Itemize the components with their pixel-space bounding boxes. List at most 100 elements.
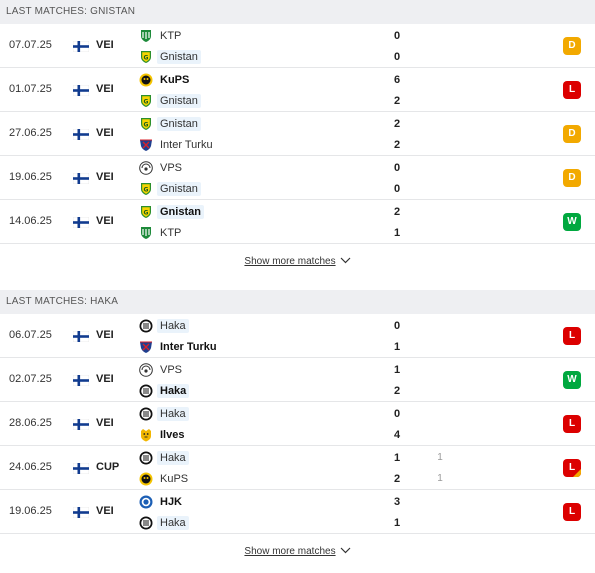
ktp-logo-icon bbox=[139, 226, 153, 240]
away-partial-score: 1 bbox=[437, 473, 443, 484]
kups-logo-icon bbox=[139, 472, 153, 486]
match-row[interactable]: 19.06.25 VEI VPS G Gnistan 0 0 D bbox=[0, 156, 595, 200]
haka-logo-icon bbox=[139, 516, 153, 530]
home-team: KuPS bbox=[139, 71, 189, 89]
gnistan-logo-icon: G bbox=[139, 205, 153, 219]
match-row[interactable]: 07.07.25 VEI KTP G Gnistan 0 0 D bbox=[0, 24, 595, 68]
away-score: 4 bbox=[393, 429, 401, 441]
home-team: Haka bbox=[139, 405, 189, 423]
competition-label[interactable]: VEI bbox=[96, 171, 114, 183]
away-team: Ilves bbox=[139, 426, 184, 444]
competition-label[interactable]: CUP bbox=[96, 461, 120, 473]
team-name: Haka bbox=[157, 516, 189, 530]
gnistan-logo-icon: G bbox=[139, 94, 153, 108]
match-row[interactable]: 14.06.25 VEI G Gnistan KTP 2 1 W bbox=[0, 200, 595, 244]
chevron-down-icon[interactable] bbox=[336, 546, 351, 557]
home-team: HJK bbox=[139, 493, 182, 511]
match-date: 27.06.25 bbox=[9, 127, 52, 139]
competition-label[interactable]: VEI bbox=[96, 329, 114, 341]
match-row[interactable]: 27.06.25 VEI G Gnistan Inter Turku 2 2 D bbox=[0, 112, 595, 156]
competition-label[interactable]: VEI bbox=[96, 215, 114, 227]
result-badge: W bbox=[563, 371, 581, 389]
team-name: Gnistan bbox=[157, 94, 201, 108]
away-score: 1 bbox=[393, 227, 401, 239]
finland-flag-icon bbox=[72, 374, 90, 387]
away-score: 0 bbox=[393, 51, 401, 63]
vps-logo-icon bbox=[139, 161, 153, 175]
match-date: 14.06.25 bbox=[9, 215, 52, 227]
result-badge: L bbox=[563, 503, 581, 521]
svg-text:G: G bbox=[144, 209, 149, 216]
team-name: KTP bbox=[160, 30, 182, 42]
finland-flag-icon bbox=[72, 330, 90, 343]
home-team: G Gnistan bbox=[139, 203, 204, 221]
svg-text:G: G bbox=[144, 54, 149, 61]
away-team: KTP bbox=[139, 224, 181, 242]
match-row[interactable]: 28.06.25 VEI Haka Ilves 0 4 L bbox=[0, 402, 595, 446]
haka-logo-icon bbox=[139, 451, 153, 465]
finland-flag-icon bbox=[72, 40, 90, 53]
away-score: 2 bbox=[393, 139, 401, 151]
away-team: Haka bbox=[139, 382, 190, 400]
chevron-down-icon[interactable] bbox=[336, 256, 351, 267]
result-badge: D bbox=[563, 169, 581, 187]
team-name: KTP bbox=[160, 227, 182, 239]
finland-flag-icon bbox=[72, 506, 90, 519]
svg-text:G: G bbox=[144, 186, 149, 193]
away-score: 1 bbox=[393, 517, 401, 529]
competition-label[interactable]: VEI bbox=[96, 83, 114, 95]
vps-logo-icon bbox=[139, 363, 153, 377]
home-partial-score: 1 bbox=[437, 452, 443, 463]
ilves-logo-icon bbox=[139, 428, 153, 442]
finland-flag-icon bbox=[72, 462, 90, 475]
show-more-label[interactable]: Show more matches bbox=[244, 545, 336, 557]
team-name: KuPS bbox=[160, 473, 189, 485]
away-score: 0 bbox=[393, 183, 401, 195]
match-row[interactable]: 02.07.25 VEI VPS Haka 1 2 W bbox=[0, 358, 595, 402]
team-name: Inter Turku bbox=[160, 341, 217, 353]
section-title: LAST MATCHES: GNISTAN bbox=[0, 0, 595, 24]
result-badge: W bbox=[563, 213, 581, 231]
finland-flag-icon bbox=[72, 418, 90, 431]
result-badge: D bbox=[563, 37, 581, 55]
finland-flag-icon bbox=[72, 84, 90, 97]
home-score: 2 bbox=[393, 118, 401, 130]
inter-logo-icon bbox=[139, 138, 153, 152]
result-badge: L bbox=[563, 415, 581, 433]
competition-label[interactable]: VEI bbox=[96, 505, 114, 517]
show-more-label[interactable]: Show more matches bbox=[244, 255, 336, 267]
home-team: VPS bbox=[139, 361, 182, 379]
away-team: G Gnistan bbox=[139, 48, 201, 66]
team-name: Haka bbox=[157, 319, 189, 333]
team-name: Inter Turku bbox=[160, 139, 213, 151]
result-badge: L bbox=[563, 327, 581, 345]
finland-flag-icon bbox=[72, 216, 90, 229]
competition-label[interactable]: VEI bbox=[96, 373, 114, 385]
section-gap bbox=[0, 278, 595, 290]
team-name: Gnistan bbox=[157, 205, 204, 219]
section-title: LAST MATCHES: HAKA bbox=[0, 290, 595, 314]
match-date: 19.06.25 bbox=[9, 505, 52, 517]
competition-label[interactable]: VEI bbox=[96, 39, 114, 51]
home-score: 0 bbox=[393, 320, 401, 332]
kups-logo-icon bbox=[139, 73, 153, 87]
away-score: 2 bbox=[393, 473, 401, 485]
match-row[interactable]: 06.07.25 VEI Haka Inter Turku 0 1 L bbox=[0, 314, 595, 358]
match-date: 07.07.25 bbox=[9, 39, 52, 51]
home-score: 0 bbox=[393, 30, 401, 42]
competition-label[interactable]: VEI bbox=[96, 417, 114, 429]
match-row[interactable]: 01.07.25 VEI KuPS G Gnistan 6 2 L bbox=[0, 68, 595, 112]
home-team: KTP bbox=[139, 27, 181, 45]
away-team: G Gnistan bbox=[139, 92, 201, 110]
team-name: Gnistan bbox=[157, 182, 201, 196]
match-date: 28.06.25 bbox=[9, 417, 52, 429]
match-row[interactable]: 24.06.25 CUP Haka KuPS 1 2 1 1 L bbox=[0, 446, 595, 490]
competition-label[interactable]: VEI bbox=[96, 127, 114, 139]
show-more-matches-button[interactable]: Show more matches bbox=[0, 534, 595, 568]
match-row[interactable]: 19.06.25 VEI HJK Haka 3 1 L bbox=[0, 490, 595, 534]
show-more-matches-button[interactable]: Show more matches bbox=[0, 244, 595, 278]
team-name: Gnistan bbox=[157, 117, 201, 131]
result-badge: D bbox=[563, 125, 581, 143]
finland-flag-icon bbox=[72, 172, 90, 185]
